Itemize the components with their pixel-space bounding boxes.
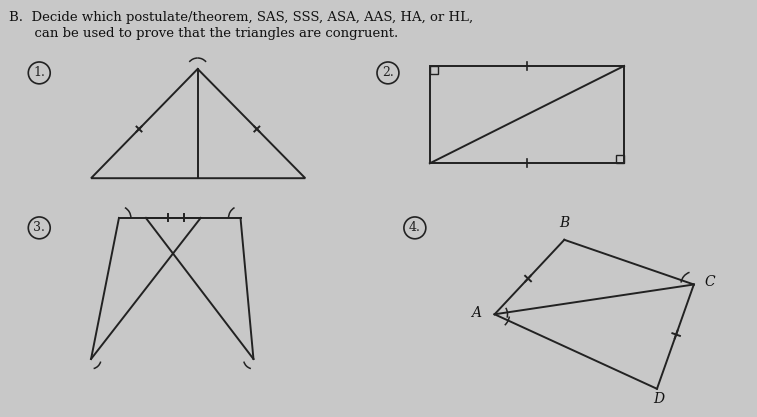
Text: can be used to prove that the triangles are congruent.: can be used to prove that the triangles … [9, 27, 399, 40]
Text: B: B [559, 216, 569, 230]
Text: A: A [471, 306, 481, 320]
Text: 3.: 3. [33, 221, 45, 234]
Text: 2.: 2. [382, 66, 394, 79]
Text: 4.: 4. [409, 221, 421, 234]
Text: C: C [705, 276, 715, 289]
Text: B.  Decide which postulate/theorem, SAS, SSS, ASA, AAS, HA, or HL,: B. Decide which postulate/theorem, SAS, … [9, 11, 473, 24]
Text: 1.: 1. [33, 66, 45, 79]
Text: D: D [653, 392, 665, 406]
